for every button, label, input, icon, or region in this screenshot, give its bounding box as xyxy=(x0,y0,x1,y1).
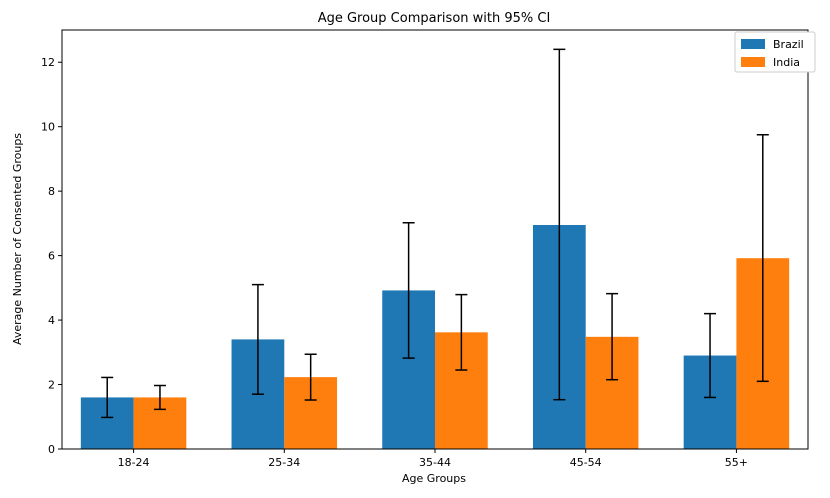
error-bar-brazil xyxy=(251,283,264,395)
error-bar-brazil xyxy=(101,376,114,419)
legend: Brazil India xyxy=(734,31,816,73)
error-bar-india xyxy=(153,384,166,411)
y-tick-label: 10 xyxy=(41,121,55,134)
bars xyxy=(80,224,790,449)
x-tick-label: 18-24 xyxy=(118,456,150,469)
error-bar-brazil xyxy=(704,312,717,399)
x-tick-label: 55+ xyxy=(725,456,748,469)
legend-label-brazil: Brazil xyxy=(773,38,804,51)
error-bars xyxy=(101,48,769,419)
y-tick-label: 4 xyxy=(48,314,55,327)
y-axis-label: Average Number of Consented Groups xyxy=(11,133,24,345)
y-tick-label: 2 xyxy=(48,379,55,392)
chart-title: Age Group Comparison with 95% CI xyxy=(318,11,551,26)
error-bar-india xyxy=(756,134,769,383)
x-tick-label: 25-34 xyxy=(268,456,300,469)
x-tick-label: 35-44 xyxy=(419,456,451,469)
x-axis-label: Age Groups xyxy=(402,472,466,485)
error-bar-brazil xyxy=(402,221,415,359)
y-tick-label: 8 xyxy=(48,185,55,198)
y-axis: 0 2 4 6 8 10 12 xyxy=(41,56,62,456)
error-bar-india xyxy=(304,353,317,401)
error-bar-india xyxy=(606,292,619,381)
legend-label-india: India xyxy=(773,56,800,69)
legend-swatch-brazil xyxy=(741,39,765,49)
error-bar-india xyxy=(455,293,468,371)
legend-swatch-india xyxy=(741,57,765,67)
x-tick-label: 45-54 xyxy=(570,456,602,469)
error-bar-brazil xyxy=(553,48,566,401)
x-axis: 18-24 25-34 35-44 45-54 55+ xyxy=(118,449,748,469)
y-tick-label: 12 xyxy=(41,56,55,69)
y-tick-label: 6 xyxy=(48,250,55,263)
y-tick-label: 0 xyxy=(48,443,55,456)
